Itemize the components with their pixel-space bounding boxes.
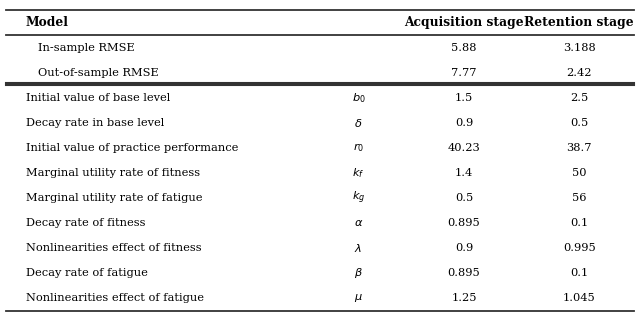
Text: Out-of-sample RMSE: Out-of-sample RMSE <box>38 68 159 78</box>
Text: Marginal utility rate of fatigue: Marginal utility rate of fatigue <box>26 193 202 203</box>
Text: 56: 56 <box>572 193 586 203</box>
Text: 7.77: 7.77 <box>451 68 477 78</box>
Text: In-sample RMSE: In-sample RMSE <box>38 43 135 52</box>
Text: 0.895: 0.895 <box>447 218 481 228</box>
Text: $\mu$: $\mu$ <box>354 292 363 304</box>
Text: Decay rate of fitness: Decay rate of fitness <box>26 218 145 228</box>
Text: 1.045: 1.045 <box>563 293 596 303</box>
Text: Marginal utility rate of fitness: Marginal utility rate of fitness <box>26 168 200 178</box>
Text: 2.5: 2.5 <box>570 93 588 103</box>
Text: 0.895: 0.895 <box>447 268 481 278</box>
Text: 0.5: 0.5 <box>570 118 588 128</box>
Text: 3.188: 3.188 <box>563 43 596 52</box>
Text: Model: Model <box>26 16 68 29</box>
Text: $k_g$: $k_g$ <box>352 190 365 206</box>
Text: Decay rate of fatigue: Decay rate of fatigue <box>26 268 147 278</box>
Text: 0.995: 0.995 <box>563 243 596 253</box>
Text: 1.25: 1.25 <box>451 293 477 303</box>
Text: Acquisition stage: Acquisition stage <box>404 16 524 29</box>
Text: 1.5: 1.5 <box>455 93 473 103</box>
Text: 2.42: 2.42 <box>566 68 592 78</box>
Text: 38.7: 38.7 <box>566 143 592 153</box>
Text: $\lambda$: $\lambda$ <box>355 242 362 254</box>
Text: Decay rate in base level: Decay rate in base level <box>26 118 164 128</box>
Text: $r_0$: $r_0$ <box>353 142 364 154</box>
Text: Retention stage: Retention stage <box>524 16 634 29</box>
Text: 5.88: 5.88 <box>451 43 477 52</box>
Text: $\delta$: $\delta$ <box>354 117 363 129</box>
Text: 0.5: 0.5 <box>455 193 473 203</box>
Text: 0.9: 0.9 <box>455 118 473 128</box>
Text: $k_f$: $k_f$ <box>352 166 365 180</box>
Text: 0.1: 0.1 <box>570 218 588 228</box>
Text: 1.4: 1.4 <box>455 168 473 178</box>
Text: 40.23: 40.23 <box>447 143 481 153</box>
Text: Nonlinearities effect of fatigue: Nonlinearities effect of fatigue <box>26 293 204 303</box>
Text: Nonlinearities effect of fitness: Nonlinearities effect of fitness <box>26 243 201 253</box>
Text: $b_0$: $b_0$ <box>351 91 365 105</box>
Text: 50: 50 <box>572 168 586 178</box>
Text: Initial value of practice performance: Initial value of practice performance <box>26 143 238 153</box>
Text: 0.9: 0.9 <box>455 243 473 253</box>
Text: $\alpha$: $\alpha$ <box>354 218 363 228</box>
Text: $\beta$: $\beta$ <box>354 266 363 280</box>
Text: Initial value of base level: Initial value of base level <box>26 93 170 103</box>
Text: 0.1: 0.1 <box>570 268 588 278</box>
